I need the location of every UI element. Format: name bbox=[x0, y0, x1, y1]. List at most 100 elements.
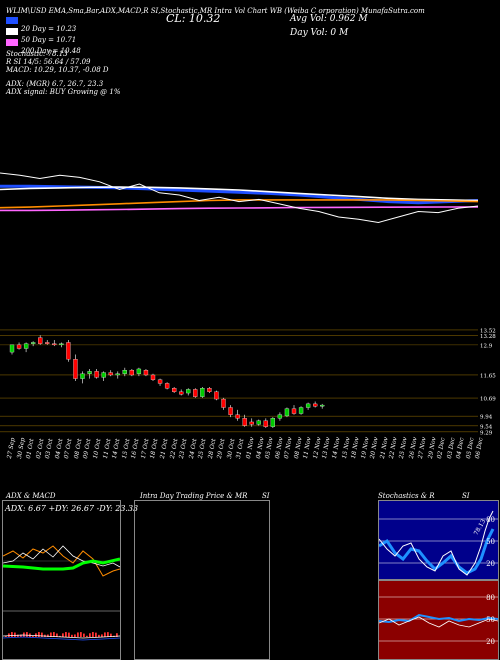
candle-body-3 bbox=[30, 342, 36, 344]
candle-body-16 bbox=[122, 370, 127, 374]
rsi-plot bbox=[379, 596, 498, 642]
macd-readout: MACD: 10.29, 10.37, -0.08 D bbox=[6, 66, 109, 74]
stoch-tick-80: 80 bbox=[486, 516, 495, 524]
candle-body-9 bbox=[73, 359, 78, 379]
macd-hist-bar-22 bbox=[71, 634, 73, 637]
price-tick-label-1: 13.28 bbox=[480, 334, 496, 340]
macd-hist-bar-24 bbox=[77, 632, 79, 637]
stoch-k-line bbox=[379, 510, 494, 576]
ema50-swatch bbox=[6, 28, 18, 35]
candle-body-27 bbox=[200, 388, 205, 397]
ema20-label: 20 Day = 10.23 bbox=[21, 25, 77, 33]
mdi-line bbox=[3, 545, 120, 568]
candle-body-18 bbox=[136, 368, 142, 374]
stoch-tick-50: 50 bbox=[486, 538, 495, 546]
candle-body-4 bbox=[38, 337, 43, 344]
macd-line bbox=[3, 634, 120, 639]
ma-series-3 bbox=[0, 206, 479, 212]
candle-body-29 bbox=[214, 391, 219, 400]
sma200-label: 200 Day = 10.48 bbox=[21, 47, 81, 55]
stochastic-panel: 78.13 80 50 20 bbox=[378, 500, 499, 580]
macd-hist-bar-12 bbox=[41, 632, 43, 637]
macd-hist-bar-25 bbox=[80, 632, 82, 637]
candle-body-22 bbox=[164, 383, 170, 389]
ma-chart bbox=[0, 172, 479, 224]
candle-body-42 bbox=[305, 403, 311, 408]
candle-body-23 bbox=[171, 388, 177, 392]
adx-panel: ADX: 6.67 +DY: 26.67 -DY: 23.33 bbox=[2, 500, 138, 660]
macd-hist-bar-26 bbox=[83, 633, 85, 637]
candle-body-14 bbox=[108, 372, 113, 376]
candle-body-36 bbox=[263, 420, 268, 427]
macd-hist-bar-9 bbox=[32, 635, 34, 637]
date-tick-45: 02 Dec bbox=[436, 437, 447, 460]
stoch-tick-20: 20 bbox=[486, 560, 495, 568]
adx-values: ADX: 6.67 +DY: 26.67 -DY: 23.33 bbox=[5, 504, 139, 513]
candle-body-19 bbox=[143, 370, 149, 376]
macd-hist-bar-16 bbox=[53, 632, 55, 637]
candle-body-41 bbox=[298, 407, 304, 414]
adx-signal: ADX signal: BUY Growing @ 1% bbox=[6, 88, 121, 96]
ema20-swatch bbox=[6, 17, 18, 24]
sma200-swatch bbox=[6, 39, 18, 46]
macd-hist-bar-34 bbox=[107, 632, 109, 637]
date-tick-41: 25 Nov bbox=[397, 436, 409, 460]
date-tick-25: 01 Nov bbox=[245, 436, 256, 460]
rsi-readout: R SI 14/5: 56.64 / 57.09 bbox=[6, 58, 91, 66]
date-tick-4: 03 Oct bbox=[44, 438, 55, 460]
date-tick-43: 27 Nov bbox=[417, 436, 428, 460]
candle-body-7 bbox=[59, 343, 64, 346]
ma-series-4 bbox=[0, 172, 479, 224]
candle-body-37 bbox=[270, 418, 276, 427]
candle-body-6 bbox=[52, 343, 57, 346]
price-tick-label-7: 9.29 bbox=[480, 430, 493, 436]
ma-legend: 20 Day = 10.23 50 Day = 10.71 200 Day = … bbox=[6, 16, 81, 55]
candle-body-43 bbox=[312, 403, 318, 407]
intra-panel-title: Intra Day Trading Price & MR bbox=[140, 492, 248, 500]
candle-body-8 bbox=[66, 342, 71, 360]
macd-hist-bar-27 bbox=[86, 635, 88, 637]
candle-body-26 bbox=[193, 389, 198, 397]
price-tick-label-2: 12.9 bbox=[480, 343, 493, 349]
macd-hist-bar-23 bbox=[74, 634, 76, 637]
stochastic-plot: 78.13 bbox=[379, 510, 498, 576]
candle-body-34 bbox=[249, 421, 254, 425]
macd-hist-bar-4 bbox=[17, 634, 19, 637]
macd-hist-bar-21 bbox=[68, 632, 70, 637]
rsi-blue-line bbox=[379, 613, 498, 624]
candle-body-40 bbox=[291, 408, 297, 414]
macd-hist-bar-30 bbox=[95, 632, 97, 637]
candle-body-24 bbox=[179, 391, 184, 395]
candle-body-13 bbox=[101, 372, 106, 378]
adx-panel-title: ADX & MACD bbox=[6, 492, 56, 500]
date-tick-16: 21 Oct bbox=[158, 438, 170, 460]
macd-hist-bar-35 bbox=[110, 633, 112, 637]
price-tick-label-5: 9.94 bbox=[480, 415, 493, 421]
candle-body-35 bbox=[256, 420, 261, 425]
candle-body-12 bbox=[94, 371, 99, 378]
candle-body-33 bbox=[242, 418, 247, 426]
date-tick-49: 06 Dec bbox=[474, 437, 486, 460]
date-tick-20: 25 Oct bbox=[197, 438, 208, 460]
candle-body-20 bbox=[150, 374, 156, 380]
price-tick-label-3: 11.65 bbox=[480, 373, 496, 379]
macd-signal-line bbox=[3, 636, 120, 641]
macd-hist-bar-1 bbox=[8, 633, 10, 637]
macd-hist-bar-37 bbox=[116, 633, 118, 637]
rsi-tick-80: 80 bbox=[486, 594, 495, 602]
macd-hist-bar-11 bbox=[38, 632, 40, 637]
candle-body-21 bbox=[157, 379, 163, 384]
adx-line bbox=[3, 557, 120, 571]
average-volume: Avg Vol: 0.962 M bbox=[290, 14, 368, 24]
date-tick-11: 14 Oct bbox=[111, 438, 122, 460]
candle-body-15 bbox=[115, 373, 120, 376]
candle-body-39 bbox=[284, 408, 290, 417]
ma-series-2 bbox=[0, 199, 479, 209]
date-tick-22: 29 Oct bbox=[216, 438, 227, 460]
candle-body-17 bbox=[129, 370, 135, 376]
adx-macd-plot bbox=[3, 545, 120, 641]
date-axis: 27 Sep 30 Sep 01 Oct 02 Oct 03 Oct 04 Oct 07 O… bbox=[0, 436, 500, 488]
stoch-d-line bbox=[379, 528, 495, 575]
stoch-panel-title: Stochastics & R bbox=[378, 492, 435, 500]
